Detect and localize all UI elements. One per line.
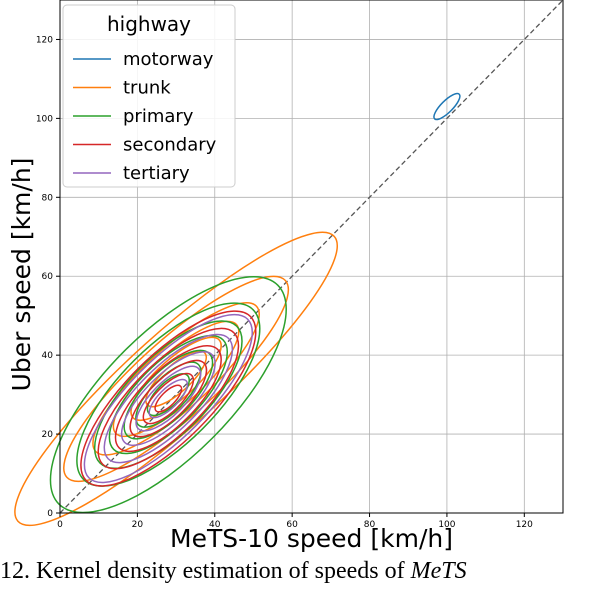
caption-lead: 12. Kernel density estimation of speeds … xyxy=(0,558,411,584)
x-tick-label: 20 xyxy=(132,520,144,530)
contour-level-tertiary xyxy=(83,313,254,484)
y-ticks: 0 20 40 60 80 100 120 xyxy=(36,35,60,519)
contour-level-primary xyxy=(93,320,243,470)
contour-level-secondary xyxy=(80,310,257,487)
legend-label-primary: primary xyxy=(123,106,194,127)
grid xyxy=(59,0,563,514)
legend-label-motorway: motorway xyxy=(123,49,214,70)
contour-series-motorway xyxy=(433,92,461,121)
y-tick-label: 0 xyxy=(47,509,53,519)
x-tick-label: 80 xyxy=(364,520,376,530)
contour-level-primary xyxy=(108,334,229,455)
contour-series-secondary xyxy=(80,310,257,487)
contour-level-secondary xyxy=(129,359,208,438)
contour-series-primary xyxy=(49,275,287,514)
contour-level-secondary xyxy=(142,372,195,425)
legend: highway motorway trunk primary secondary ter… xyxy=(62,4,236,188)
x-tick-label: 100 xyxy=(438,520,455,530)
legend-box xyxy=(62,4,236,188)
kde-chart: 0 20 40 60 80 100 120 0 20 40 60 80 100 120 MeTS-10 … xyxy=(7,0,564,552)
legend-label-tertiary: tertiary xyxy=(123,163,190,184)
contour-level-trunk xyxy=(92,302,260,456)
contour-level-secondary xyxy=(97,327,240,470)
contour-level-secondary xyxy=(114,344,222,453)
x-axis-label: MeTS-10 speed [km/h] xyxy=(170,524,453,552)
legend-label-secondary: secondary xyxy=(123,135,217,156)
x-ticks: 0 20 40 60 80 100 120 xyxy=(57,513,533,530)
x-tick-label: 60 xyxy=(286,520,298,530)
y-tick-label: 60 xyxy=(42,272,54,282)
contour-level-primary xyxy=(76,302,261,487)
legend-label-trunk: trunk xyxy=(123,78,171,99)
y-tick-label: 100 xyxy=(36,114,53,124)
x-tick-label: 120 xyxy=(516,520,533,530)
y-tick-label: 40 xyxy=(42,351,54,361)
contour-level-tertiary xyxy=(135,365,202,432)
y-tick-label: 20 xyxy=(42,430,54,440)
legend-items: motorway trunk primary secondary tertiary xyxy=(73,49,217,184)
x-tick-label: 40 xyxy=(209,520,221,530)
contour-level-tertiary xyxy=(148,378,189,419)
contour-series-tertiary xyxy=(83,313,254,484)
contours xyxy=(14,92,461,527)
legend-title: highway xyxy=(107,12,191,36)
y-tick-label: 80 xyxy=(42,193,54,203)
x-tick-label: 0 xyxy=(57,520,63,530)
contour-level-primary xyxy=(49,275,287,514)
contour-level-motorway xyxy=(433,92,461,121)
caption-tail: MeTS xyxy=(410,558,467,584)
y-tick-label: 120 xyxy=(36,35,53,45)
contour-level-secondary xyxy=(154,384,183,413)
figure-caption: 12. Kernel density estimation of speeds … xyxy=(0,552,592,590)
y-axis-label: Uber speed [km/h] xyxy=(7,158,36,392)
contour-level-tertiary xyxy=(120,351,216,447)
plot-frame xyxy=(59,0,564,514)
contour-level-tertiary xyxy=(103,333,234,464)
